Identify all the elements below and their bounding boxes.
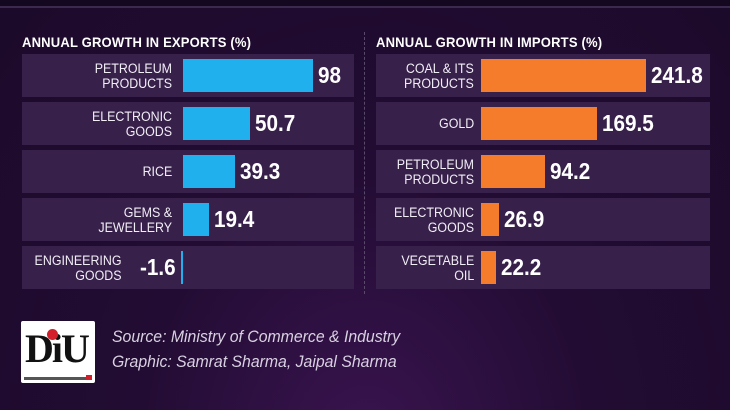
export-category-text: ELECTRONIC GOODS [91, 108, 172, 139]
export-bar-row: GEMS & JEWELLERY 19.4 [22, 198, 354, 241]
export-category-label: RICE [22, 150, 172, 193]
import-category-label: COAL & ITS PRODUCTS [376, 54, 474, 97]
import-category-label: GOLD [376, 102, 474, 145]
import-category-text: VEGETABLE OIL [401, 252, 474, 283]
import-bar [481, 107, 597, 140]
export-value-label: 98 [318, 62, 342, 88]
panel-divider [364, 32, 365, 294]
import-category-label: PETROLEUM PRODUCTS [376, 150, 474, 193]
import-category-label: VEGETABLE OIL [376, 246, 474, 289]
import-category-text: COAL & ITS PRODUCTS [404, 60, 474, 91]
export-category-label: ENGINEERING GOODS [22, 246, 122, 289]
logo-underline-icon [24, 377, 90, 380]
imports-chart: ANNUAL GROWTH IN IMPORTS (%) COAL & ITS … [376, 32, 710, 289]
export-bar [183, 107, 251, 140]
logo-dot-icon [47, 329, 58, 340]
logo-red-mark-icon [86, 375, 92, 380]
import-bar [481, 59, 646, 92]
export-bar-row: ENGINEERING GOODS -1.6 [22, 246, 354, 289]
export-bar-row: ELECTRONIC GOODS 50.7 [22, 102, 354, 145]
export-category-label: PETROLEUM PRODUCTS [22, 54, 172, 97]
import-category-text: GOLD [438, 116, 474, 131]
import-value-label: 169.5 [601, 110, 654, 136]
import-bar-row: COAL & ITS PRODUCTS 241.8 [376, 54, 710, 97]
export-category-text: PETROLEUM PRODUCTS [94, 60, 172, 91]
graphic-credit-line: Graphic: Samrat Sharma, Jaipal Sharma [112, 352, 397, 371]
export-bar [180, 251, 183, 284]
export-category-text: GEMS & JEWELLERY [98, 204, 172, 235]
footer: DiU Source: Ministry of Commerce & Indus… [0, 317, 730, 410]
import-category-label: ELECTRONIC GOODS [376, 198, 474, 241]
import-category-text: ELECTRONIC GOODS [393, 204, 474, 235]
exports-chart: ANNUAL GROWTH IN EXPORTS (%) PETROLEUM P… [22, 32, 354, 289]
export-category-label: GEMS & JEWELLERY [22, 198, 172, 241]
export-bar-row: PETROLEUM PRODUCTS 98 [22, 54, 354, 97]
top-strip [0, 0, 730, 8]
export-value-label: -1.6 [140, 254, 176, 280]
export-value-label: 39.3 [240, 158, 281, 184]
diu-logo: DiU [21, 321, 95, 383]
import-value-label: 26.9 [504, 206, 545, 232]
import-bar-row: GOLD 169.5 [376, 102, 710, 145]
export-bar [183, 155, 236, 188]
export-bar-row: RICE 39.3 [22, 150, 354, 193]
export-value-label: 50.7 [255, 110, 296, 136]
exports-chart-title: ANNUAL GROWTH IN EXPORTS (%) [22, 34, 252, 50]
import-bar [481, 251, 497, 284]
export-bar [183, 203, 209, 236]
import-bar-row: ELECTRONIC GOODS 26.9 [376, 198, 710, 241]
export-category-text: ENGINEERING GOODS [35, 252, 122, 283]
import-category-text: PETROLEUM PRODUCTS [396, 156, 474, 187]
source-line: Source: Ministry of Commerce & Industry [112, 327, 401, 346]
import-bar [481, 155, 546, 188]
import-bar [481, 203, 500, 236]
export-category-text: RICE [142, 164, 172, 179]
imports-chart-title: ANNUAL GROWTH IN IMPORTS (%) [376, 34, 603, 50]
export-value-label: 19.4 [213, 206, 255, 232]
export-category-label: ELECTRONIC GOODS [22, 102, 172, 145]
import-value-label: 241.8 [651, 62, 703, 88]
import-bar-row: VEGETABLE OIL 22.2 [376, 246, 710, 289]
import-bar-row: PETROLEUM PRODUCTS 94.2 [376, 150, 710, 193]
import-value-label: 22.2 [501, 254, 542, 280]
credits: Source: Ministry of Commerce & Industry … [112, 324, 400, 374]
export-bar [183, 59, 313, 92]
import-value-label: 94.2 [550, 158, 591, 184]
